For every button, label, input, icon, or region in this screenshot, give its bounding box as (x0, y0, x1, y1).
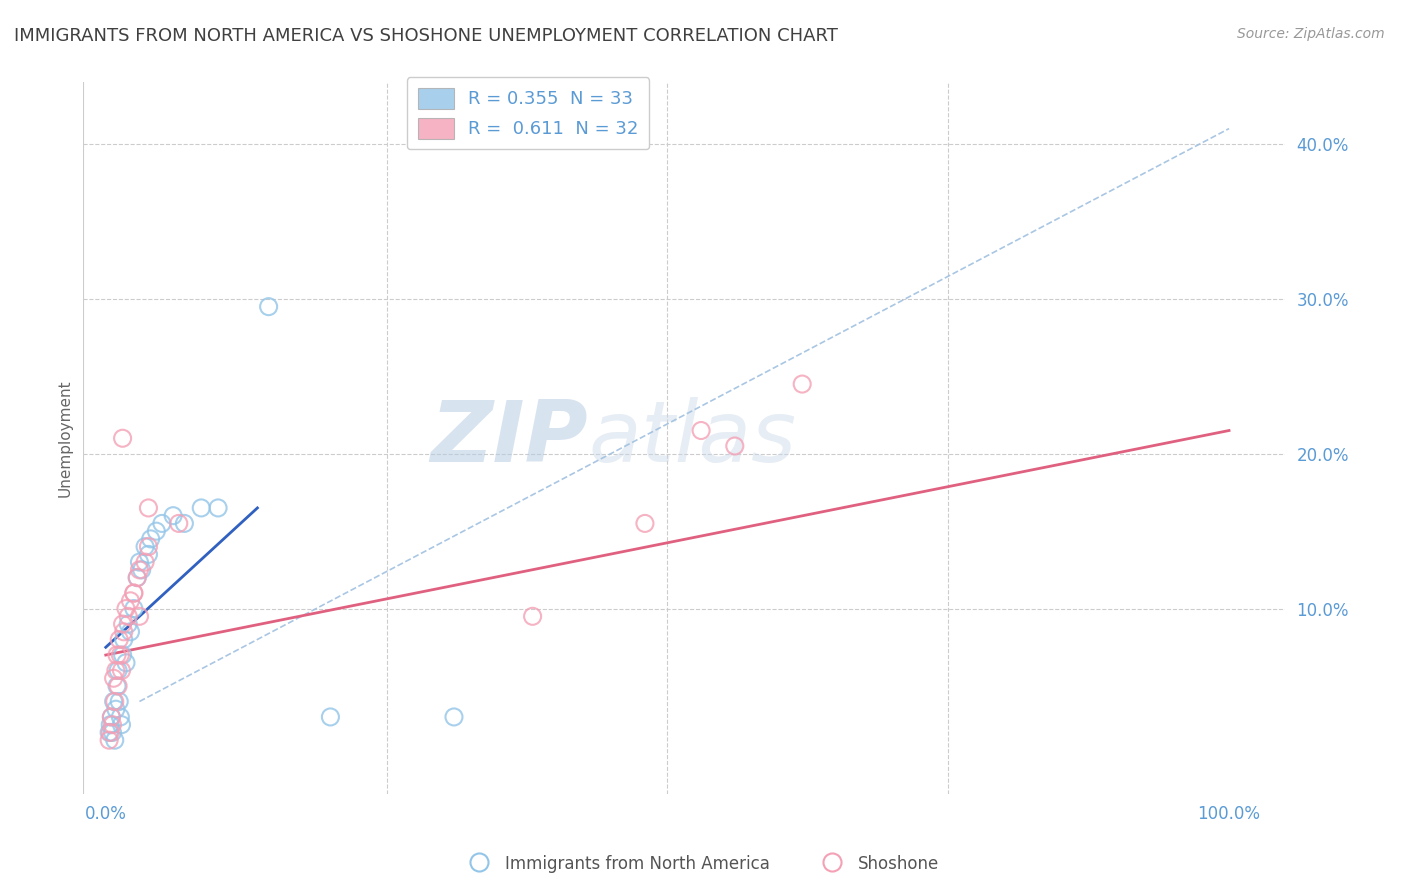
Y-axis label: Unemployment: Unemployment (58, 379, 72, 497)
Point (522, 609, 544, 624)
Point (134, 555, 156, 569)
Point (98, 733, 121, 747)
Text: IMMIGRANTS FROM NORTH AMERICA VS SHOSHONE UNEMPLOYMENT CORRELATION CHART: IMMIGRANTS FROM NORTH AMERICA VS SHOSHON… (14, 27, 838, 45)
Point (111, 648, 134, 662)
Point (128, 563, 150, 577)
Point (131, 563, 153, 577)
Point (120, 624, 142, 639)
Point (107, 664, 129, 678)
Point (108, 632, 131, 647)
Point (112, 624, 135, 639)
Point (122, 586, 145, 600)
Point (690, 424, 713, 438)
Point (117, 617, 139, 632)
Text: atlas: atlas (588, 397, 796, 480)
Point (103, 694, 125, 708)
Point (319, 710, 342, 724)
Point (107, 679, 129, 693)
Point (110, 710, 132, 724)
Point (105, 648, 128, 662)
Point (138, 500, 160, 515)
Point (257, 300, 280, 314)
Point (150, 516, 173, 531)
Point (104, 694, 127, 708)
Point (122, 586, 145, 600)
Point (122, 601, 145, 615)
Point (138, 548, 160, 562)
Text: ZIP: ZIP (430, 397, 588, 480)
Legend: Immigrants from North America, Shoshone: Immigrants from North America, Shoshone (460, 848, 946, 880)
Point (110, 648, 132, 662)
Text: Source: ZipAtlas.com: Source: ZipAtlas.com (1237, 27, 1385, 41)
Point (112, 632, 135, 647)
Point (190, 500, 212, 515)
Point (724, 439, 747, 453)
Point (101, 725, 124, 739)
Point (98, 725, 121, 739)
Point (167, 516, 190, 531)
Point (117, 609, 139, 624)
Point (139, 532, 162, 546)
Point (115, 601, 138, 615)
Point (207, 500, 229, 515)
Point (173, 516, 195, 531)
Point (792, 377, 814, 392)
Point (443, 710, 465, 724)
Point (104, 733, 127, 747)
Point (145, 524, 167, 538)
Legend: R = 0.355  N = 33, R =  0.611  N = 32: R = 0.355 N = 33, R = 0.611 N = 32 (406, 77, 650, 149)
Point (115, 656, 138, 670)
Point (100, 710, 122, 724)
Point (127, 571, 149, 585)
Point (98, 725, 121, 739)
Point (110, 664, 132, 678)
Point (634, 516, 657, 531)
Point (120, 594, 142, 608)
Point (128, 609, 150, 624)
Point (110, 717, 132, 731)
Point (127, 571, 149, 585)
Point (162, 508, 184, 523)
Point (104, 702, 127, 716)
Point (111, 431, 134, 445)
Point (100, 710, 122, 724)
Point (138, 540, 160, 554)
Point (104, 664, 127, 678)
Point (128, 555, 150, 569)
Point (108, 694, 131, 708)
Point (105, 679, 128, 693)
Point (101, 717, 124, 731)
Point (103, 671, 125, 685)
Point (111, 617, 134, 632)
Point (134, 540, 156, 554)
Point (98, 717, 121, 731)
